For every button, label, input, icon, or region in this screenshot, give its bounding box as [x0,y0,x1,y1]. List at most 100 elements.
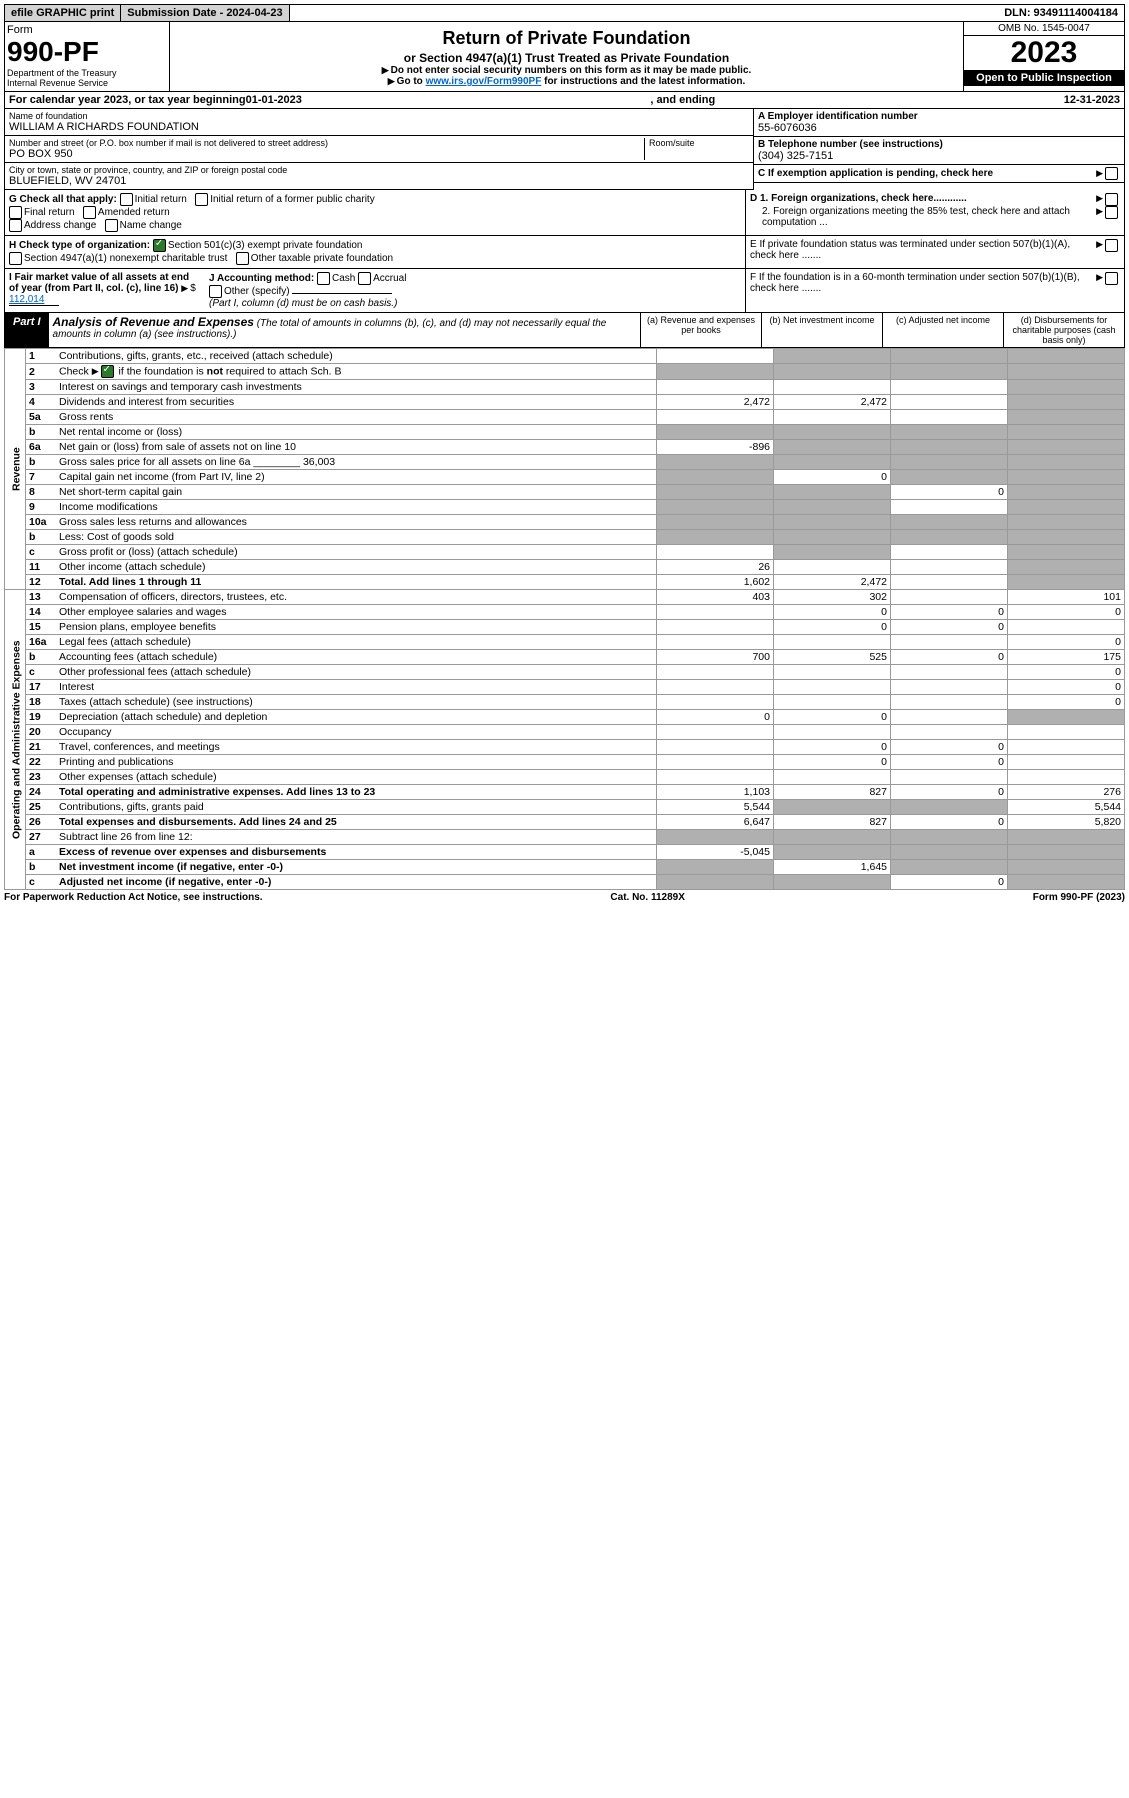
phone-cell: B Telephone number (see instructions) (3… [754,137,1124,165]
col-d-val [1008,875,1125,890]
table-row: 16a Legal fees (attach schedule) 0 [5,635,1125,650]
line-num: 27 [26,830,57,845]
line-num: 18 [26,695,57,710]
col-b-val [774,770,891,785]
year-begin: 01-01-2023 [246,94,302,106]
col-d-val: 0 [1008,665,1125,680]
col-a-val [657,860,774,875]
col-c-val: 0 [891,755,1008,770]
line-desc: Other expenses (attach schedule) [56,770,657,785]
line-desc: Net short-term capital gain [56,485,657,500]
line-desc: Net investment income (if negative, ente… [56,860,657,875]
col-b-val [774,875,891,890]
table-row: 10a Gross sales less returns and allowan… [5,515,1125,530]
d-row: D 1. Foreign organizations, check here..… [745,190,1124,235]
line-desc: Interest on savings and temporary cash i… [56,380,657,395]
table-row: 3 Interest on savings and temporary cash… [5,380,1125,395]
schb-checkbox[interactable] [101,365,114,378]
h2-checkbox[interactable] [9,252,22,265]
col-b-val [774,364,891,380]
h1-checkbox[interactable] [153,239,166,252]
col-c-val [891,695,1008,710]
table-row: a Excess of revenue over expenses and di… [5,845,1125,860]
col-b-val: 0 [774,620,891,635]
col-c-val [891,380,1008,395]
table-row: b Gross sales price for all assets on li… [5,455,1125,470]
irs-link[interactable]: www.irs.gov/Form990PF [426,76,542,87]
c-checkbox[interactable] [1105,167,1118,180]
col-a-val [657,635,774,650]
col-c-val [891,425,1008,440]
col-c-val: 0 [891,605,1008,620]
g-opt-5[interactable] [105,219,118,232]
col-c-val [891,590,1008,605]
col-a-val: 5,544 [657,800,774,815]
header-center: Return of Private Foundation or Section … [170,22,963,91]
f-checkbox[interactable] [1105,272,1118,285]
line-num: c [26,545,57,560]
line-num: 9 [26,500,57,515]
col-a-val: 1,602 [657,575,774,590]
omb: OMB No. 1545-0047 [964,22,1124,36]
col-b-val: 1,645 [774,860,891,875]
g-opt-2[interactable] [9,206,22,219]
other-checkbox[interactable] [209,285,222,298]
col-b-val: 827 [774,815,891,830]
accrual-checkbox[interactable] [358,272,371,285]
col-b-val [774,695,891,710]
fmv-value[interactable]: 112,014 [9,294,59,306]
cash-checkbox[interactable] [317,272,330,285]
line-desc: Legal fees (attach schedule) [56,635,657,650]
line-num: 17 [26,680,57,695]
efile-label: efile GRAPHIC print [5,5,121,21]
g-opt-4[interactable] [9,219,22,232]
line-desc: Depreciation (attach schedule) and deple… [56,710,657,725]
col-d-val [1008,770,1125,785]
col-d-val: 0 [1008,635,1125,650]
line-desc: Gross rents [56,410,657,425]
line-num: 2 [26,364,57,380]
line-num: 14 [26,605,57,620]
col-d-val [1008,455,1125,470]
col-a-val [657,380,774,395]
col-d-val [1008,830,1125,845]
table-row: 11 Other income (attach schedule) 26 [5,560,1125,575]
line-num: 13 [26,590,57,605]
h3-checkbox[interactable] [236,252,249,265]
col-b-val [774,635,891,650]
col-b-val [774,800,891,815]
line-num: 8 [26,485,57,500]
col-c-val [891,410,1008,425]
col-a-val [657,680,774,695]
form-title: Return of Private Foundation [174,28,959,49]
table-row: 17 Interest 0 [5,680,1125,695]
col-c-val: 0 [891,740,1008,755]
col-a-val: -5,045 [657,845,774,860]
table-row: 21 Travel, conferences, and meetings 0 0 [5,740,1125,755]
col-b-val [774,410,891,425]
d2-checkbox[interactable] [1105,206,1118,219]
col-b-val [774,725,891,740]
table-row: 7 Capital gain net income (from Part IV,… [5,470,1125,485]
col-d-val: 5,820 [1008,815,1125,830]
col-c-val [891,545,1008,560]
e-checkbox[interactable] [1105,239,1118,252]
col-c-val [891,710,1008,725]
col-a-val [657,875,774,890]
col-a-val [657,500,774,515]
table-row: 20 Occupancy [5,725,1125,740]
header-right: OMB No. 1545-0047 2023 Open to Public In… [963,22,1124,91]
d1-checkbox[interactable] [1105,193,1118,206]
col-b-val [774,485,891,500]
col-c-val [891,455,1008,470]
col-b-val: 0 [774,470,891,485]
col-b-val: 0 [774,710,891,725]
table-row: 19 Depreciation (attach schedule) and de… [5,710,1125,725]
g-opt-0[interactable] [120,193,133,206]
g-opt-1[interactable] [195,193,208,206]
col-d-val [1008,440,1125,455]
g-opt-3[interactable] [83,206,96,219]
col-a-val [657,665,774,680]
g-row: G Check all that apply: Initial return I… [4,190,1125,236]
col-c-val: 0 [891,650,1008,665]
